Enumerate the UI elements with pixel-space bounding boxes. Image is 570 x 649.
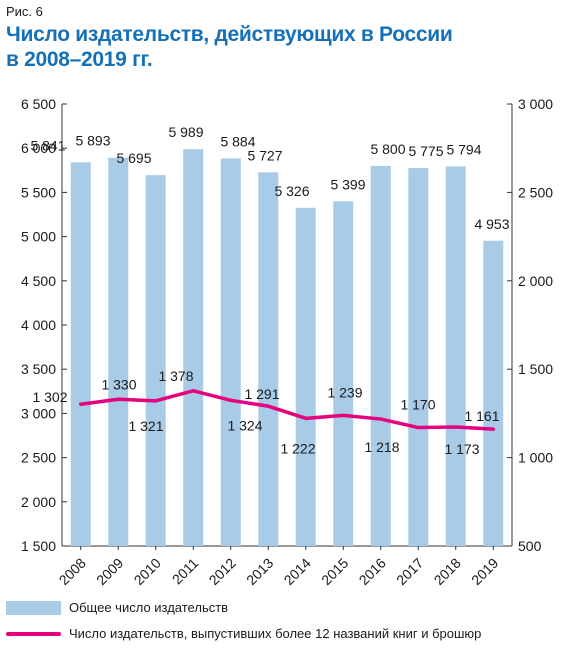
bar-value-label: 5 884 (220, 133, 255, 149)
y-tick-right-label: 2 500 (518, 184, 553, 200)
x-tick-label: 2008 (56, 555, 89, 588)
line-value-label: 1 239 (327, 384, 362, 400)
legend-item-line: Число издательств, выпустивших более 12 … (6, 626, 481, 641)
bar-value-label: 5 800 (370, 141, 405, 157)
bar-value-label: 4 953 (474, 216, 509, 232)
bar-2008 (70, 162, 91, 546)
x-tick-label: 2016 (356, 555, 389, 588)
bar-value-label: 5 727 (247, 147, 282, 163)
legend-swatch-line (6, 631, 61, 636)
line-value-label: 1 324 (227, 417, 262, 433)
x-tick-label: 2012 (206, 555, 239, 588)
y-tick-left-label: 2 000 (21, 494, 56, 510)
bar-value-label: 5 399 (330, 176, 365, 192)
bar-2016 (370, 165, 391, 546)
y-tick-left-label: 1 500 (21, 538, 56, 554)
y-tick-right-label: 1 500 (518, 361, 553, 377)
x-tick-label: 2018 (431, 555, 464, 588)
bar-value-label: 5 326 (274, 183, 309, 199)
bar-value-label: 5 841 (30, 137, 65, 153)
y-tick-right-label: 500 (518, 538, 542, 554)
y-tick-left-label: 2 500 (21, 450, 56, 466)
line-value-label: 1 378 (158, 368, 193, 384)
x-tick-label: 2009 (93, 555, 126, 588)
y-tick-right-label: 1 000 (518, 450, 553, 466)
bar-2013 (258, 172, 279, 547)
x-tick-label: 2019 (468, 555, 501, 588)
y-tick-left-label: 3 500 (21, 361, 56, 377)
bar-2019 (483, 240, 504, 546)
bar-value-label: 5 794 (446, 141, 481, 157)
line-value-label: 1 330 (101, 376, 136, 392)
line-value-label: 1 218 (364, 439, 399, 455)
bar-2011 (183, 149, 204, 546)
bar-2010 (145, 175, 166, 547)
bar-2018 (445, 166, 466, 546)
line-series-publishers-12plus (79, 389, 495, 431)
y-tick-left-label: 6 500 (21, 96, 56, 112)
y-tick-right-label: 2 000 (518, 273, 553, 289)
y-tick-left-label: 5 500 (21, 184, 56, 200)
bar-value-label: 5 775 (408, 143, 443, 159)
line-value-label: 1 173 (444, 441, 479, 457)
x-tick-label: 2017 (393, 555, 426, 588)
bar-value-label: 5 989 (168, 124, 203, 140)
figure-label: Рис. 6 (6, 4, 43, 19)
line-value-label: 1 302 (32, 389, 67, 405)
y-tick-left-label: 5 000 (21, 229, 56, 245)
y-tick-left-label: 3 000 (21, 405, 56, 421)
bar-value-label: 5 695 (116, 150, 151, 166)
line-value-label: 1 222 (280, 440, 315, 456)
x-tick-label: 2013 (243, 555, 276, 588)
y-tick-left-label: 4 500 (21, 273, 56, 289)
bar-value-label: 5 893 (75, 133, 110, 149)
legend-label-line: Число издательств, выпустивших более 12 … (69, 626, 482, 641)
bar-2012 (220, 158, 241, 546)
line-value-label: 1 321 (128, 418, 163, 434)
x-tick-label: 2010 (131, 555, 164, 588)
x-tick-label: 2011 (169, 555, 202, 588)
bar-2009 (108, 157, 129, 546)
line-value-label: 1 161 (464, 408, 499, 424)
line-value-label: 1 291 (244, 386, 279, 402)
bar-2017 (408, 168, 429, 546)
chart-title: Число издательств, действующих в России … (6, 22, 546, 72)
legend-swatch-bars (6, 600, 61, 615)
x-tick-label: 2015 (318, 555, 351, 588)
chart-title-line-2: в 2008–2019 гг. (6, 48, 153, 71)
bar-2014 (295, 207, 316, 546)
y-tick-left-label: 4 000 (21, 317, 56, 333)
y-tick-right-label: 3 000 (518, 96, 553, 112)
bar-2015 (333, 201, 354, 546)
legend-item-bars: Общее число издательств (6, 600, 228, 615)
x-tick-label: 2014 (281, 555, 314, 588)
legend-label-bars: Общее число издательств (69, 600, 229, 615)
chart-title-line-1: Число издательств, действующих в России (6, 23, 453, 46)
line-value-label: 1 170 (400, 397, 435, 413)
y-tick-left-label: 6 000 (21, 140, 56, 156)
